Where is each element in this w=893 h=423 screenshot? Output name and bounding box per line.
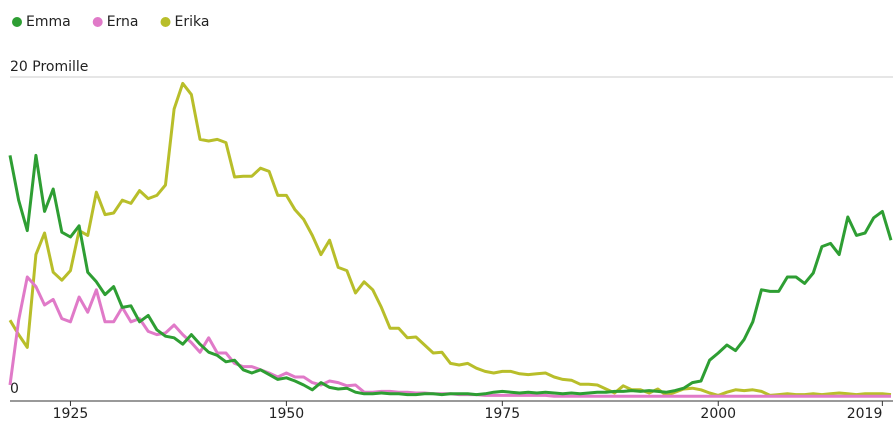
x-tick-label: 1950 — [269, 406, 305, 422]
series-line — [8, 81, 892, 397]
x-tick-label: 2019 — [847, 406, 883, 422]
legend-label: Erika — [175, 14, 210, 30]
legend-label: Emma — [26, 14, 71, 30]
y-tick-label: 0 — [10, 381, 19, 397]
x-tick-label: 1975 — [485, 406, 521, 422]
x-tick-label: 2000 — [700, 406, 736, 422]
legend-label: Erna — [107, 14, 139, 30]
legend-marker — [160, 17, 171, 27]
legend-marker — [12, 17, 22, 27]
legend-marker — [92, 17, 103, 27]
x-tick-label: 1925 — [53, 406, 89, 422]
series-line — [8, 153, 893, 397]
y-tick-label: 20 Promille — [10, 59, 88, 75]
